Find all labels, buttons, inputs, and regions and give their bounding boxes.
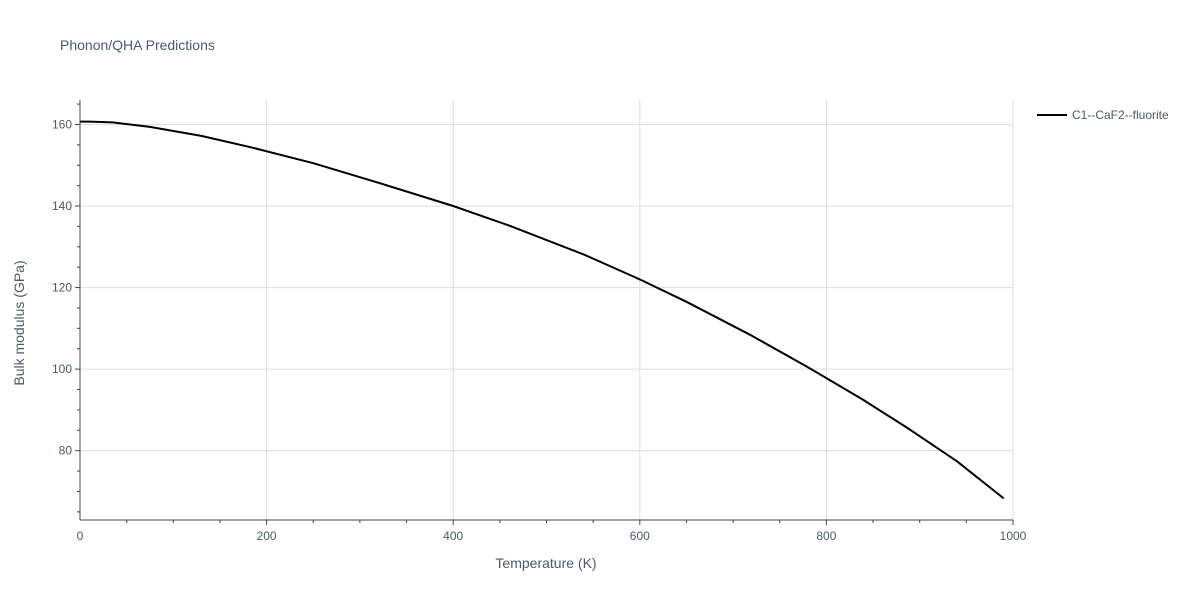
x-tick-label: 1000 [1000,529,1027,543]
y-tick-label: 120 [52,281,72,295]
x-tick-label: 400 [443,529,463,543]
y-axis-title: Bulk modulus (GPa) [11,260,27,385]
y-tick-label: 160 [52,117,72,131]
legend-label: C1--CaF2--fluorite [1072,108,1169,122]
x-tick-label: 800 [816,529,836,543]
y-tick-label: 80 [59,444,73,458]
x-axis-title: Temperature (K) [495,555,596,571]
y-tick-label: 100 [52,362,72,376]
y-tick-label: 140 [52,199,72,213]
axis-layer: 0 200 400 600 800 1000 80 100 120 140 160 [52,100,1027,543]
x-tick-label: 600 [630,529,650,543]
chart-title: Phonon/QHA Predictions [60,37,215,53]
legend[interactable]: C1--CaF2--fluorite [1037,108,1169,122]
x-tick-label: 200 [257,529,277,543]
grid-layer [80,100,1014,520]
x-tick-label: 0 [77,529,84,543]
series-line [80,120,1005,500]
series-layer [80,120,1005,500]
